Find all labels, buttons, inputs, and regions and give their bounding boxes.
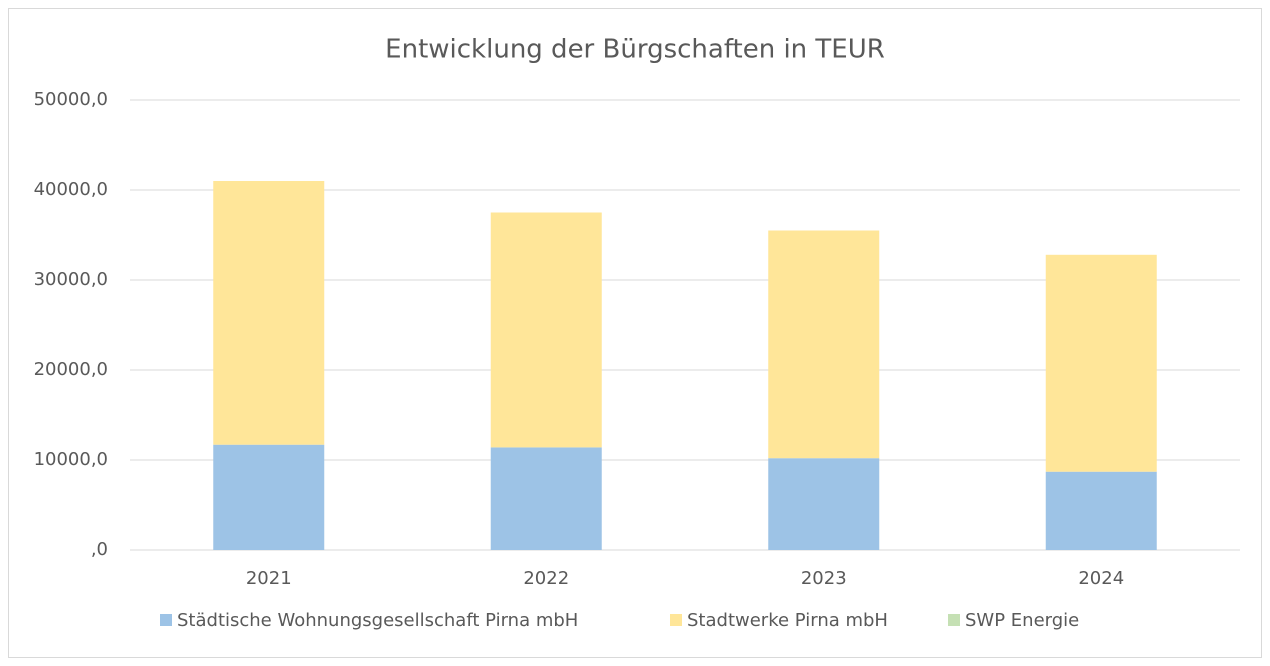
y-tick-label: 40000,0 [34, 179, 108, 200]
chart-title: Entwicklung der Bürgschaften in TEUR [385, 35, 885, 65]
legend-swatch [160, 614, 172, 626]
y-tick-label: 30000,0 [34, 269, 108, 290]
x-tick-label: 2022 [523, 568, 569, 589]
x-tick-label: 2023 [801, 568, 847, 589]
y-tick-label: 50000,0 [34, 89, 108, 110]
legend-label: SWP Energie [965, 610, 1079, 631]
legend-swatch [670, 614, 682, 626]
bar-segment [490, 447, 602, 550]
bar-segment [768, 458, 880, 550]
legend-label: Stadtwerke Pirna mbH [687, 610, 888, 631]
x-tick-label: 2024 [1078, 568, 1124, 589]
bar-segment [1045, 254, 1157, 472]
legend-swatch [948, 614, 960, 626]
y-tick-label: 20000,0 [34, 359, 108, 380]
x-tick-label: 2021 [246, 568, 292, 589]
bar-segment [213, 444, 325, 550]
bar-segment [1045, 471, 1157, 550]
legend-label: Städtische Wohnungsgesellschaft Pirna mb… [177, 610, 578, 631]
bar-segment [490, 212, 602, 448]
bar-segment [213, 181, 325, 445]
y-tick-label: ,0 [91, 539, 108, 560]
y-tick-label: 10000,0 [34, 449, 108, 470]
bar-segment [768, 230, 880, 459]
